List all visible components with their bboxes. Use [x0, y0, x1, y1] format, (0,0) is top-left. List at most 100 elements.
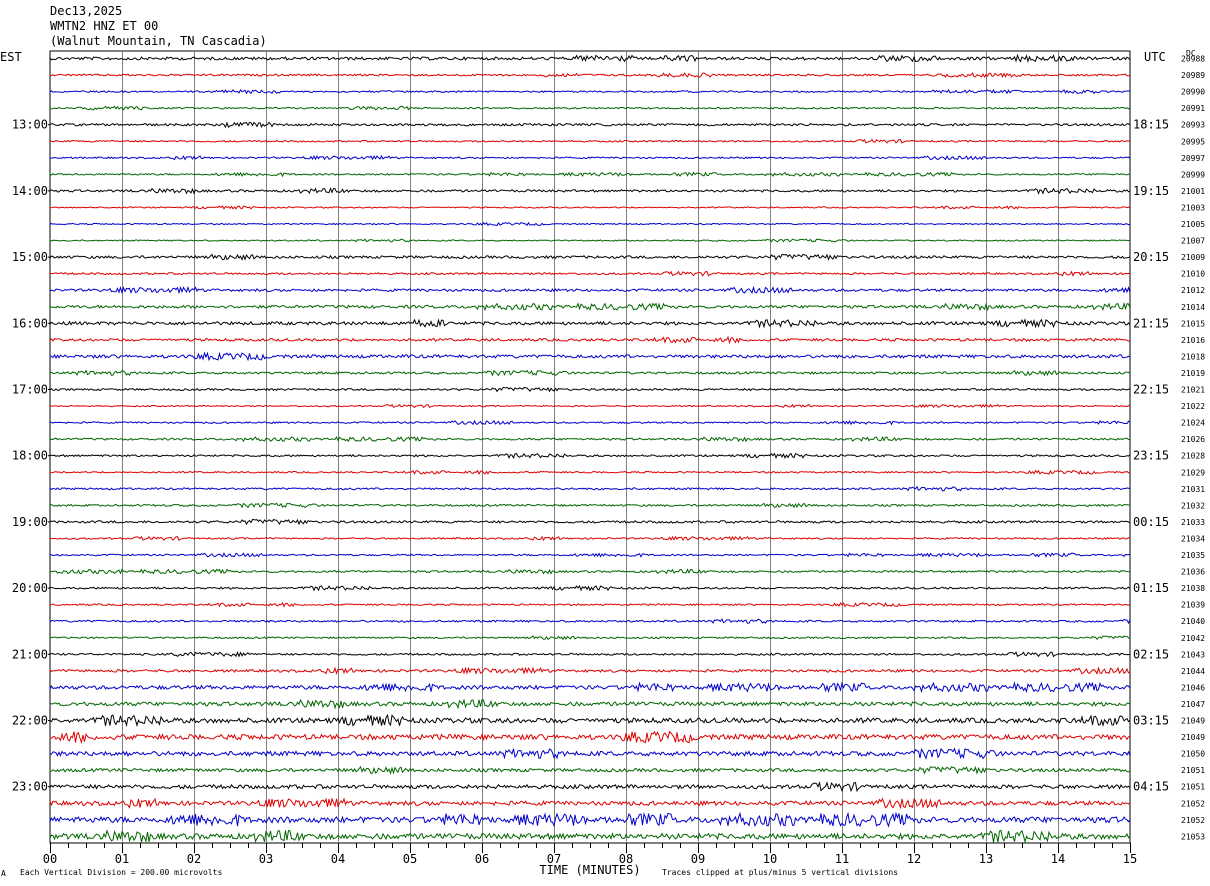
dc-value: 21036	[1181, 568, 1205, 577]
station-location: (Walnut Mountain, TN Cascadia)	[50, 34, 267, 48]
est-hour-label: 18:00	[12, 449, 48, 463]
dc-value: 20995	[1181, 137, 1205, 146]
utc-hour-label: 22:15	[1133, 383, 1169, 397]
dc-value: 21022	[1181, 402, 1205, 411]
trace-line	[49, 666, 1131, 675]
utc-hour-label: 20:15	[1133, 250, 1169, 264]
trace-line	[49, 253, 1131, 261]
trace-line	[49, 88, 1130, 95]
dc-value: 20988	[1181, 55, 1205, 64]
dc-value: 21007	[1181, 237, 1205, 246]
x-tick-label: 08	[619, 852, 633, 866]
x-tick-label: 07	[547, 852, 561, 866]
dc-value: 21029	[1181, 468, 1205, 477]
trace-line	[49, 285, 1131, 295]
trace-line	[49, 187, 1131, 195]
trace-line	[49, 552, 1131, 558]
dc-value: 21026	[1181, 435, 1205, 444]
trace-line	[49, 205, 1131, 210]
x-tick-label: 11	[835, 852, 849, 866]
trace-line	[49, 72, 1131, 79]
est-hour-label: 22:00	[12, 714, 48, 728]
dc-value: 21031	[1181, 485, 1205, 494]
dc-value: 21038	[1181, 584, 1205, 593]
trace-line	[49, 386, 1131, 393]
utc-hour-label: 21:15	[1133, 316, 1169, 330]
trace-line	[49, 518, 1131, 526]
dc-value: 21001	[1181, 187, 1205, 196]
trace-line	[49, 419, 1131, 426]
dc-value: 21049	[1181, 717, 1205, 726]
x-tick-label: 10	[763, 852, 777, 866]
dc-value: 21028	[1181, 452, 1205, 461]
scale-note: Each Vertical Division = 200.00 microvol…	[20, 868, 222, 877]
dc-value: 21051	[1181, 783, 1205, 792]
utc-hour-label: 04:15	[1133, 780, 1169, 794]
trace-line	[49, 535, 1131, 542]
dc-value: 21035	[1181, 551, 1205, 560]
dc-value: 21049	[1181, 733, 1205, 742]
station-id: WMTN2 HNZ ET 00	[50, 19, 159, 33]
dc-value: 21009	[1181, 253, 1205, 262]
est-hour-label: 13:00	[12, 118, 48, 132]
dc-value: 21050	[1181, 750, 1205, 759]
trace-line	[49, 730, 1131, 744]
dc-value: 21034	[1181, 534, 1205, 543]
dc-value: 21024	[1181, 419, 1205, 428]
trace-line	[49, 105, 1131, 111]
dc-value: 20990	[1181, 88, 1205, 97]
trace-line	[49, 584, 1131, 592]
dc-value: 21018	[1181, 352, 1205, 361]
trace-line	[49, 681, 1131, 694]
dc-value: 21052	[1181, 799, 1205, 808]
utc-label: UTC	[1144, 50, 1166, 64]
trace-line	[49, 351, 1131, 362]
trace-line	[49, 435, 1131, 443]
trace-line	[49, 53, 1131, 63]
scale-arrow-icon: A	[1, 869, 6, 878]
trace-line	[49, 221, 1131, 227]
trace-line	[49, 270, 1131, 277]
dc-value: 21015	[1181, 319, 1205, 328]
utc-hour-label: 01:15	[1133, 581, 1169, 595]
est-hour-label: 21:00	[12, 647, 48, 661]
dc-value: 21019	[1181, 369, 1205, 378]
dc-value: 21012	[1181, 286, 1205, 295]
trace-line	[49, 154, 1131, 161]
est-label: EST	[0, 50, 22, 64]
utc-hour-label: 02:15	[1133, 647, 1169, 661]
trace-line	[49, 469, 1131, 476]
dc-value: 21003	[1181, 203, 1205, 212]
trace-line	[49, 171, 1131, 178]
x-axis-title: TIME (MINUTES)	[539, 863, 640, 877]
trace-line	[49, 829, 1131, 844]
trace-line	[49, 301, 1131, 312]
x-tick-label: 09	[691, 852, 705, 866]
utc-hour-label: 18:15	[1133, 118, 1169, 132]
clip-note: Traces clipped at plus/minus 5 vertical …	[662, 868, 898, 877]
trace-line	[49, 502, 1131, 509]
x-tick-label: 01	[115, 852, 129, 866]
dc-value: 21040	[1181, 617, 1205, 626]
trace-line	[49, 335, 1131, 345]
dc-value: 21014	[1181, 303, 1205, 312]
dc-value: 21046	[1181, 683, 1205, 692]
x-tick-label: 05	[403, 852, 417, 866]
trace-line	[49, 811, 1131, 828]
trace-line	[49, 747, 1131, 760]
plot-frame	[49, 50, 1131, 844]
dc-value: 20991	[1181, 104, 1205, 113]
x-tick-label: 14	[1051, 852, 1065, 866]
dc-value: 21052	[1181, 816, 1205, 825]
trace-line	[49, 618, 1131, 625]
dc-value: 21053	[1181, 832, 1205, 841]
trace-line	[49, 369, 1131, 377]
est-hour-label: 20:00	[12, 581, 48, 595]
dc-value: 20997	[1181, 154, 1205, 163]
dc-value: 21043	[1181, 650, 1205, 659]
trace-line	[49, 138, 1131, 144]
trace-line	[49, 698, 1131, 710]
dc-value: 20999	[1181, 170, 1205, 179]
trace-line	[49, 713, 1131, 728]
